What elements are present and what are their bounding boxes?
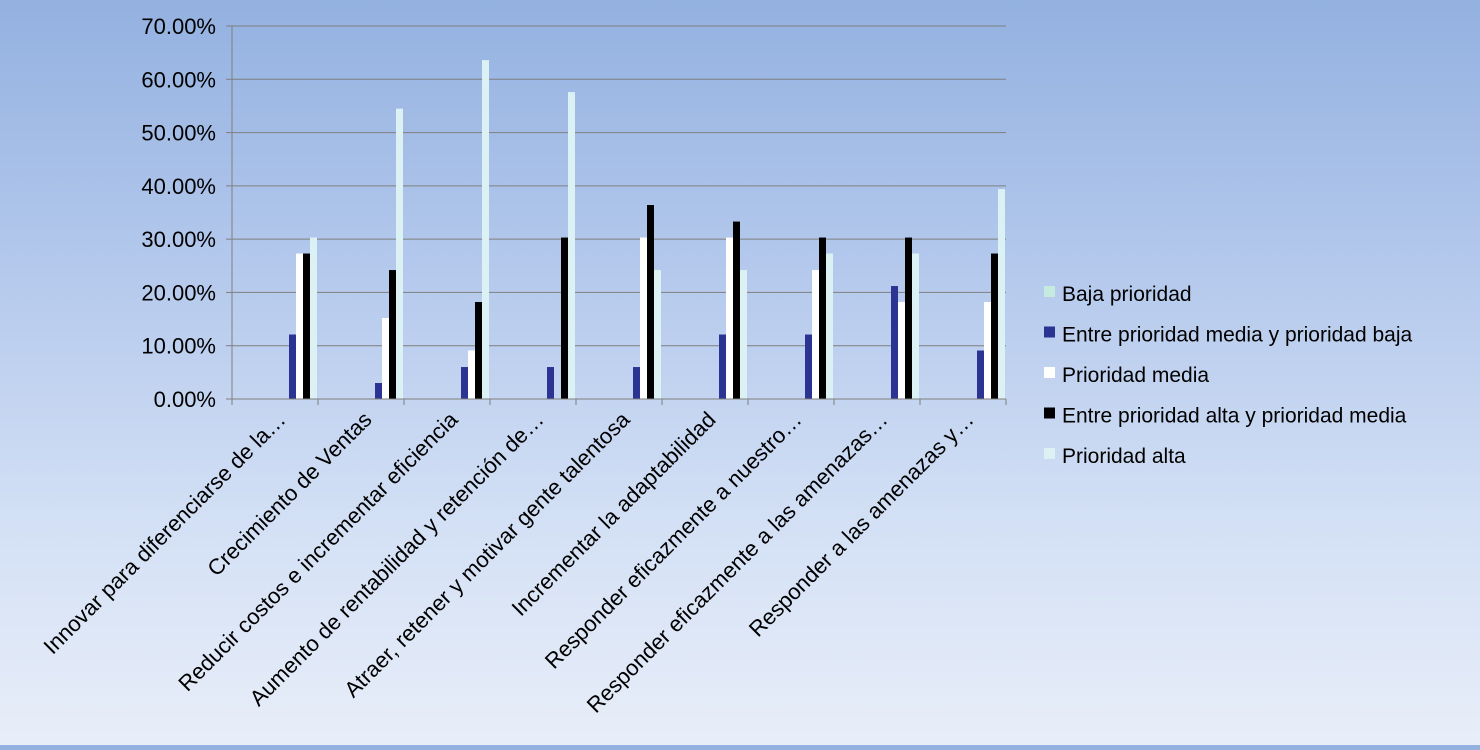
y-tick-label: 60.00%	[141, 67, 216, 92]
bar-entre-prioridad-alta-y-prioridad-media-8	[905, 237, 912, 399]
bar-prioridad-media-7	[812, 270, 819, 399]
x-tick-label: Aumento de rentabilidad y retención de…	[245, 407, 549, 711]
bar-entre-prioridad-alta-y-prioridad-media-9	[991, 253, 998, 399]
legend-swatch-entre-prioridad-alta-y-prioridad-media	[1044, 407, 1055, 419]
legend-swatch-prioridad-media	[1044, 367, 1055, 378]
legend-label-baja-prioridad: Baja prioridad	[1062, 283, 1192, 306]
bar-entre-prioridad-alta-y-prioridad-media-4	[561, 237, 568, 399]
bar-prioridad-media-5	[640, 237, 647, 399]
bar-entre-prioridad-media-y-prioridad-baja-4	[547, 367, 554, 399]
bar-prioridad-media-3	[468, 350, 475, 399]
bar-prioridad-media-6	[726, 237, 733, 399]
bar-entre-prioridad-media-y-prioridad-baja-7	[805, 334, 812, 399]
legend-label-entre-prioridad-alta-y-prioridad-media: Entre prioridad alta y prioridad media	[1062, 405, 1407, 428]
bar-prioridad-media-2	[382, 318, 389, 399]
y-tick-label: 10.00%	[141, 334, 216, 359]
legend-swatch-baja-prioridad	[1044, 286, 1055, 297]
gridlines	[232, 25, 1006, 400]
legend-swatch-entre-prioridad-media-y-prioridad-baja	[1044, 326, 1055, 338]
bar-prioridad-alta-7	[826, 253, 833, 399]
bar-entre-prioridad-media-y-prioridad-baja-9	[977, 350, 984, 399]
bar-entre-prioridad-media-y-prioridad-baja-6	[719, 334, 726, 399]
x-tick-label: Responder eficazmente a las amenazas…	[582, 407, 893, 718]
legend: Baja prioridad Entre prioridad media y pr…	[1044, 283, 1413, 468]
bars	[289, 60, 1005, 400]
x-tick-labels: Innovar para diferenciarse de la…Crecimi…	[39, 406, 979, 717]
bar-prioridad-alta-8	[912, 253, 919, 399]
legend-swatch-prioridad-alta	[1044, 448, 1055, 459]
bar-prioridad-alta-3	[482, 60, 489, 400]
bar-entre-prioridad-media-y-prioridad-baja-1	[289, 334, 296, 399]
bar-prioridad-alta-6	[740, 270, 747, 399]
legend-label-entre-prioridad-media-y-prioridad-baja: Entre prioridad media y prioridad baja	[1062, 324, 1413, 347]
y-tick-label: 40.00%	[141, 174, 216, 199]
bar-entre-prioridad-media-y-prioridad-baja-8	[891, 286, 898, 399]
bar-entre-prioridad-alta-y-prioridad-media-3	[475, 302, 482, 399]
bar-entre-prioridad-alta-y-prioridad-media-5	[647, 205, 654, 399]
bar-prioridad-media-9	[984, 302, 991, 399]
bar-entre-prioridad-media-y-prioridad-baja-5	[633, 367, 640, 399]
bar-prioridad-media-8	[898, 302, 905, 399]
y-tick-label: 50.00%	[141, 121, 216, 146]
y-tick-label: 20.00%	[141, 280, 216, 305]
bar-prioridad-media-1	[296, 253, 303, 399]
bar-entre-prioridad-alta-y-prioridad-media-6	[733, 221, 740, 399]
axes	[226, 25, 1007, 405]
bar-prioridad-alta-1	[310, 237, 317, 399]
y-tick-label: 30.00%	[141, 227, 216, 252]
bar-prioridad-alta-5	[654, 270, 661, 399]
bar-entre-prioridad-alta-y-prioridad-media-1	[303, 253, 310, 399]
bar-prioridad-alta-9	[998, 189, 1005, 399]
legend-label-prioridad-alta: Prioridad alta	[1062, 445, 1186, 468]
y-tick-label: 0.00%	[154, 387, 216, 412]
bar-prioridad-alta-2	[396, 108, 403, 399]
bar-entre-prioridad-alta-y-prioridad-media-2	[389, 270, 396, 399]
bar-entre-prioridad-alta-y-prioridad-media-7	[819, 237, 826, 399]
bar-prioridad-alta-4	[568, 92, 575, 400]
y-tick-labels: 0.00% 10.00% 20.00% 30.00% 40.00% 50.00% 60.00…	[141, 14, 216, 412]
x-tick-label: Crecimiento de Ventas	[202, 407, 376, 581]
bar-entre-prioridad-media-y-prioridad-baja-3	[461, 367, 468, 399]
bar-entre-prioridad-media-y-prioridad-baja-2	[375, 383, 382, 399]
y-tick-label: 70.00%	[141, 14, 216, 39]
legend-label-prioridad-media: Prioridad media	[1062, 364, 1209, 387]
